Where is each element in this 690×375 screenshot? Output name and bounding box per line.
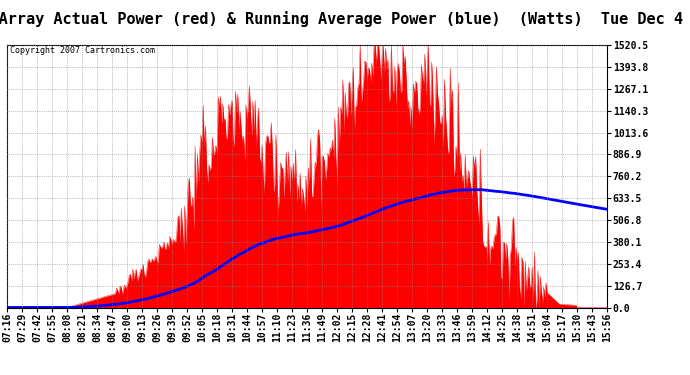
Text: Copyright 2007 Cartronics.com: Copyright 2007 Cartronics.com — [10, 46, 155, 56]
Text: West Array Actual Power (red) & Running Average Power (blue)  (Watts)  Tue Dec 4: West Array Actual Power (red) & Running … — [0, 11, 690, 27]
